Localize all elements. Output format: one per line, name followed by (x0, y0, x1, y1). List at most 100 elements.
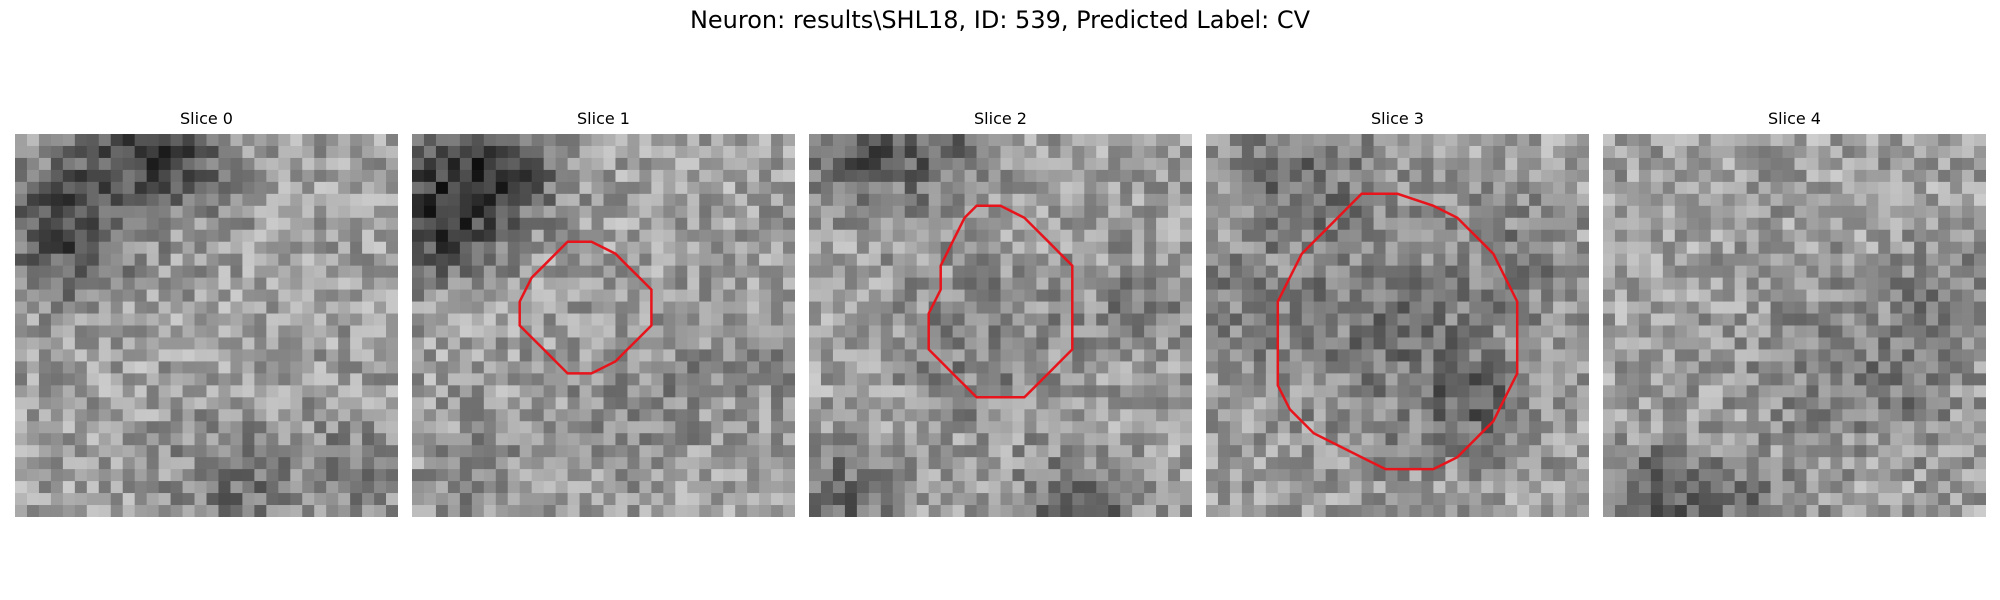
image-pixel (278, 134, 291, 147)
image-pixel (844, 325, 858, 338)
image-pixel (735, 421, 748, 434)
image-pixel (1144, 265, 1157, 279)
image-pixel (1361, 433, 1374, 446)
image-pixel (1385, 157, 1398, 171)
image-pixel (880, 349, 894, 362)
image-pixel (1902, 193, 1915, 207)
image-pixel (916, 253, 930, 267)
image-pixel (386, 421, 398, 434)
image-pixel (1096, 253, 1109, 267)
image-pixel (350, 337, 363, 350)
image-pixel (1603, 169, 1616, 183)
image-pixel (435, 277, 449, 290)
image-pixel (1277, 373, 1291, 386)
image-pixel (1445, 289, 1458, 302)
image-pixel (1866, 289, 1879, 302)
image-pixel (519, 481, 533, 494)
image-pixel (338, 313, 351, 326)
image-pixel (711, 457, 724, 470)
image-pixel (1301, 385, 1315, 398)
image-pixel (218, 181, 231, 195)
image-pixel (435, 457, 449, 470)
image-pixel (110, 313, 124, 326)
image-pixel (38, 505, 52, 517)
image-pixel (1000, 337, 1013, 350)
image-pixel (435, 445, 449, 458)
image-pixel (783, 134, 795, 147)
image-pixel (1000, 325, 1013, 338)
image-pixel (447, 385, 461, 398)
image-pixel (1938, 409, 1951, 422)
image-pixel (591, 181, 604, 195)
image-pixel (374, 349, 387, 362)
image-pixel (374, 157, 387, 171)
image-pixel (1734, 229, 1748, 243)
image-pixel (1505, 361, 1518, 374)
image-pixel (170, 253, 183, 267)
image-pixel (386, 361, 398, 374)
image-pixel (362, 421, 375, 434)
image-pixel (1541, 301, 1554, 314)
image-pixel (386, 265, 398, 279)
image-pixel (146, 481, 160, 494)
image-pixel (1457, 505, 1470, 517)
image-pixel (603, 505, 616, 517)
image-pixel (940, 373, 954, 386)
image-pixel (1902, 205, 1915, 219)
image-pixel (916, 181, 930, 195)
image-pixel (1902, 313, 1915, 326)
image-pixel (663, 229, 676, 243)
image-pixel (1481, 157, 1494, 171)
image-pixel (1938, 397, 1951, 410)
image-pixel (916, 469, 930, 482)
image-pixel (1024, 445, 1037, 458)
image-pixel (266, 205, 279, 219)
image-pixel (194, 337, 207, 350)
image-pixel (1144, 253, 1157, 267)
image-pixel (1120, 433, 1133, 446)
image-pixel (1890, 157, 1903, 171)
image-pixel (1217, 229, 1231, 243)
image-pixel (1445, 301, 1458, 314)
image-pixel (1385, 481, 1398, 494)
image-pixel (1217, 277, 1231, 290)
image-pixel (254, 469, 267, 482)
image-pixel (374, 433, 387, 446)
image-pixel (1229, 409, 1243, 422)
image-pixel (1072, 505, 1085, 517)
image-pixel (302, 217, 315, 231)
image-pixel (170, 409, 183, 422)
image-pixel (651, 397, 664, 410)
image-pixel (1722, 229, 1736, 243)
image-pixel (1060, 493, 1073, 506)
image-pixel (1818, 193, 1831, 207)
image-pixel (1950, 289, 1963, 302)
image-pixel (1890, 229, 1903, 243)
image-pixel (675, 481, 688, 494)
image-pixel (1012, 193, 1025, 207)
image-pixel (904, 313, 918, 326)
image-pixel (1541, 217, 1554, 231)
image-pixel (627, 397, 640, 410)
image-pixel (783, 469, 795, 482)
image-pixel (1445, 157, 1458, 171)
image-pixel (495, 241, 509, 255)
image-pixel (1481, 301, 1494, 314)
image-pixel (278, 301, 291, 314)
image-pixel (759, 445, 772, 458)
image-pixel (809, 397, 822, 410)
image-pixel (567, 313, 580, 326)
image-pixel (374, 229, 387, 243)
image-pixel (1493, 349, 1506, 362)
image-pixel (278, 241, 291, 255)
image-pixel (832, 445, 846, 458)
image-pixel (1674, 277, 1688, 290)
image-pixel (1782, 385, 1795, 398)
image-pixel (1313, 421, 1327, 434)
image-pixel (194, 169, 207, 183)
image-pixel (1144, 385, 1157, 398)
image-pixel (1626, 409, 1640, 422)
image-pixel (832, 373, 846, 386)
image-pixel (1241, 217, 1255, 231)
image-pixel (519, 505, 533, 517)
